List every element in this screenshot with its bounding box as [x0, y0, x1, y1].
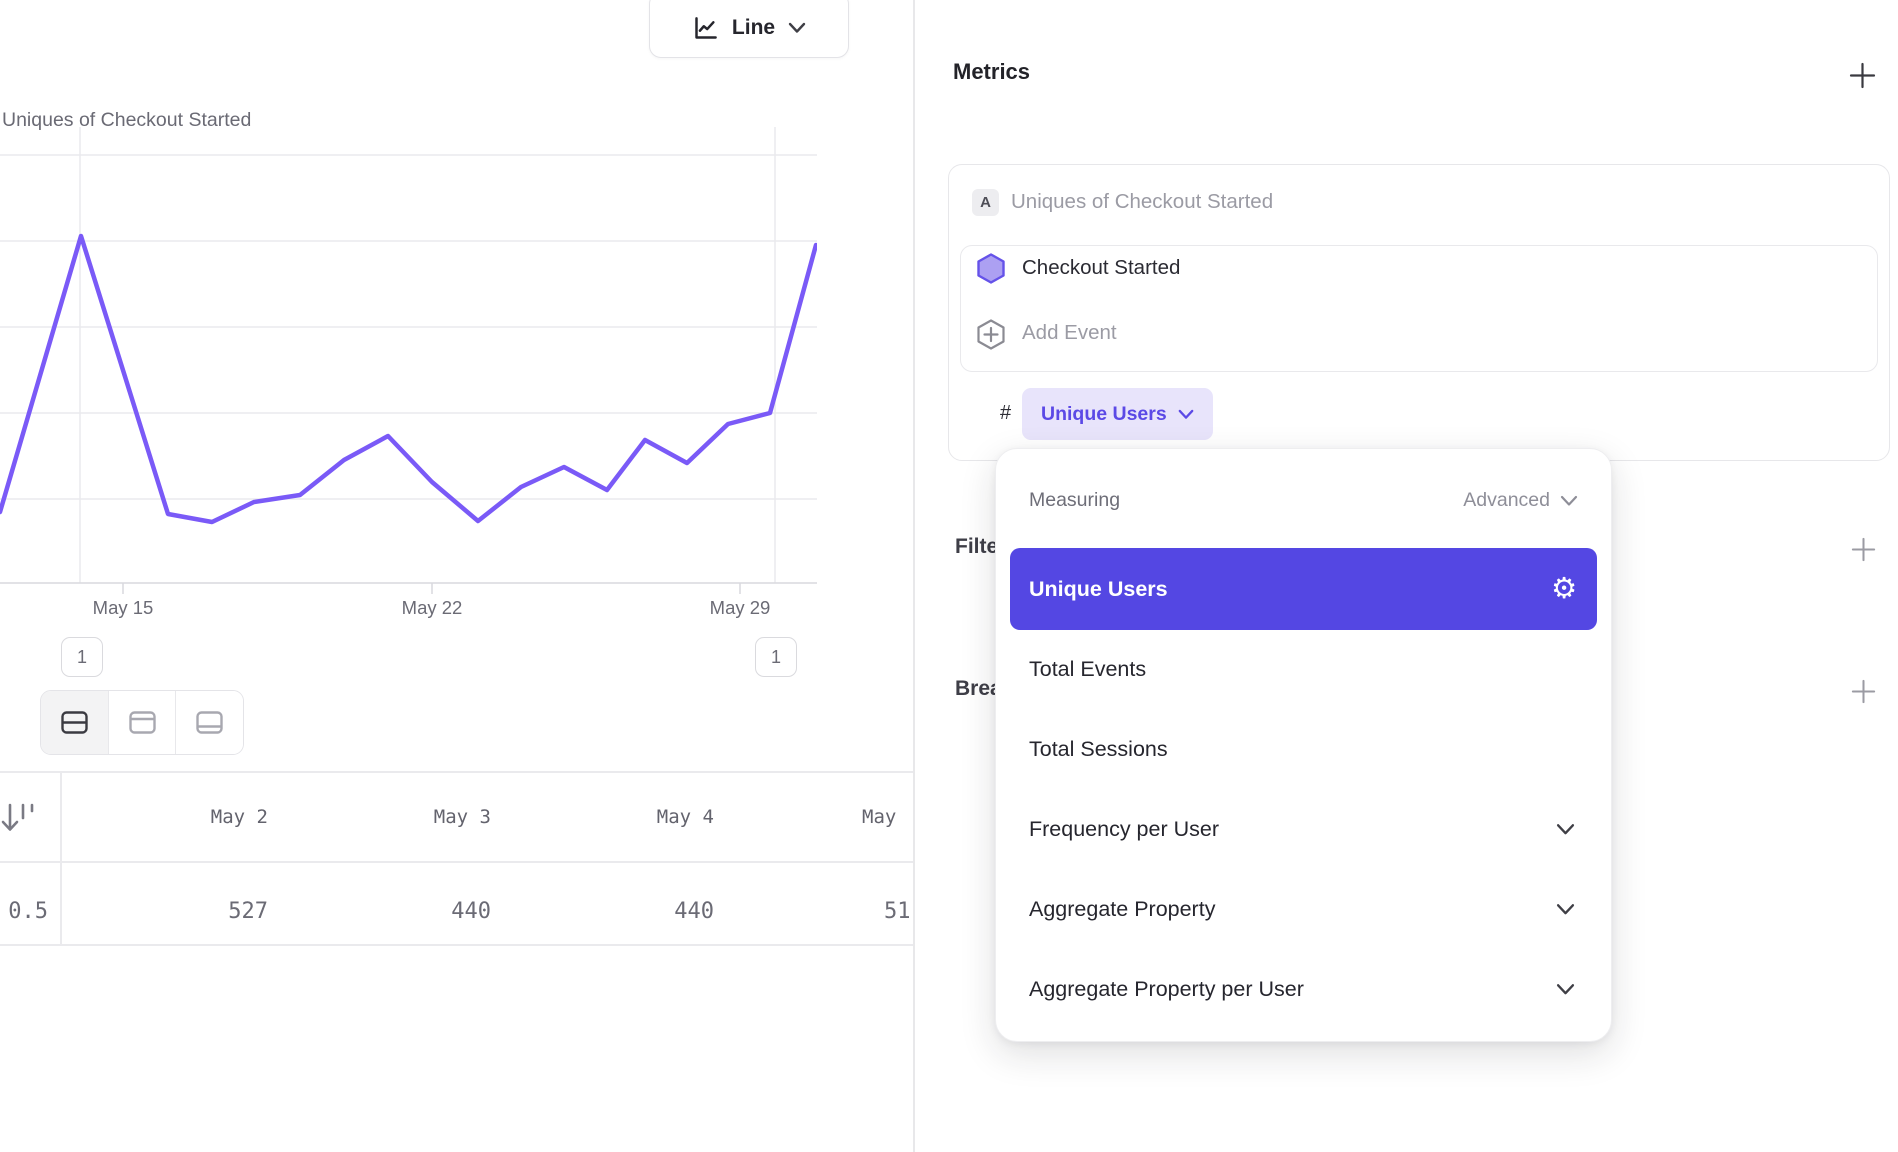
measuring-option-label: Frequency per User: [1029, 816, 1219, 841]
event-hexagon-icon: [977, 253, 1005, 284]
measuring-option-1[interactable]: Total Sessions: [996, 709, 1611, 789]
metric-row-label: Uniques of Checkout Started: [1011, 190, 1274, 213]
chevron-down-icon: [1178, 409, 1194, 419]
measurement-selector[interactable]: Unique Users: [1022, 388, 1213, 440]
date-column-header[interactable]: May 3: [433, 806, 491, 828]
add-filter-button[interactable]: [1846, 532, 1880, 566]
split-view-icon: [61, 711, 88, 734]
value-cell: 527: [228, 899, 268, 924]
value-cell: 440: [451, 899, 491, 924]
metrics-section-title: Metrics: [953, 59, 1031, 84]
add-event-icon[interactable]: [975, 318, 1007, 351]
plus-icon: [1851, 679, 1875, 703]
value-cell: 440: [674, 899, 714, 924]
count-symbol: #: [1000, 402, 1012, 424]
pane-divider: [913, 0, 915, 1152]
date-column-header[interactable]: May 4: [656, 806, 714, 828]
table-header-border: [0, 861, 913, 863]
top-bar-view-icon: [128, 711, 156, 734]
measuring-option-3[interactable]: Aggregate Property: [996, 869, 1611, 949]
view-toggle: [40, 690, 244, 755]
value-cell-clipped: 51: [884, 899, 911, 924]
plus-icon: [1849, 62, 1875, 88]
annotation-badge[interactable]: 1: [755, 637, 797, 677]
view-toggle-table-button[interactable]: [176, 691, 243, 754]
chart-title: Uniques of Checkout Started: [2, 109, 252, 131]
annotation-badge[interactable]: 1: [61, 637, 103, 677]
row-stub-value: 0.5: [8, 899, 48, 924]
x-axis-label: May 22: [401, 597, 463, 618]
view-toggle-chart-button[interactable]: [108, 691, 177, 754]
bottom-bar-view-icon: [196, 711, 223, 734]
add-metric-button[interactable]: [1845, 58, 1879, 92]
table-top-border: [0, 771, 913, 773]
chevron-down-icon: [1556, 983, 1575, 994]
chart-type-label: Line: [731, 16, 776, 39]
chevron-down-icon: [1556, 823, 1575, 834]
measuring-option-0[interactable]: Total Events: [996, 629, 1611, 709]
measuring-options-list: Total Events Total Sessions Frequency per …: [996, 629, 1611, 1029]
advanced-mode-selector[interactable]: Advanced: [1463, 489, 1578, 512]
plus-icon: [1851, 537, 1875, 561]
table-stub-divider: [60, 771, 62, 945]
measuring-option-label: Total Events: [1029, 656, 1147, 681]
event-card: [960, 245, 1878, 372]
chevron-down-icon: [1560, 495, 1578, 506]
x-axis-label: May 29: [709, 597, 771, 618]
gear-icon[interactable]: ⚙: [1551, 572, 1577, 605]
x-axis: May 15 May 22 May 29: [0, 594, 817, 624]
advanced-mode-label: Advanced: [1463, 489, 1550, 511]
measuring-option-label: Total Sessions: [1029, 736, 1168, 761]
selected-option-label: Unique Users: [1029, 576, 1168, 601]
chevron-down-icon: [788, 22, 806, 33]
metric-letter-badge: A: [972, 189, 999, 216]
date-column-header-clipped[interactable]: May: [862, 806, 897, 828]
add-event-label[interactable]: Add Event: [1022, 321, 1117, 344]
sort-icon[interactable]: [0, 801, 38, 835]
x-axis-label: May 15: [92, 597, 154, 618]
line-chart-icon: [695, 16, 717, 39]
measuring-dropdown: Measuring Advanced Unique Users ⚙ Total …: [995, 448, 1612, 1042]
view-toggle-split-button[interactable]: [41, 691, 109, 754]
table-row-border: [0, 944, 913, 946]
line-chart[interactable]: [0, 127, 817, 599]
chart-pane: Line Uniques of Checkout Started May 15 M…: [0, 0, 913, 1152]
measuring-option-2[interactable]: Frequency per User: [996, 789, 1611, 869]
measuring-option-4[interactable]: Aggregate Property per User: [996, 949, 1611, 1029]
measuring-option-label: Aggregate Property per User: [1029, 976, 1304, 1001]
measuring-option-label: Aggregate Property: [1029, 896, 1216, 921]
chart-type-button[interactable]: Line: [649, 0, 849, 58]
measuring-label: Measuring: [1029, 489, 1121, 511]
measurement-label: Unique Users: [1041, 402, 1167, 425]
chevron-down-icon: [1556, 903, 1575, 914]
date-column-header[interactable]: May 2: [210, 806, 268, 828]
event-name[interactable]: Checkout Started: [1022, 256, 1181, 279]
add-breakdown-button[interactable]: [1846, 674, 1880, 708]
measuring-option-selected[interactable]: Unique Users ⚙: [1010, 548, 1597, 630]
